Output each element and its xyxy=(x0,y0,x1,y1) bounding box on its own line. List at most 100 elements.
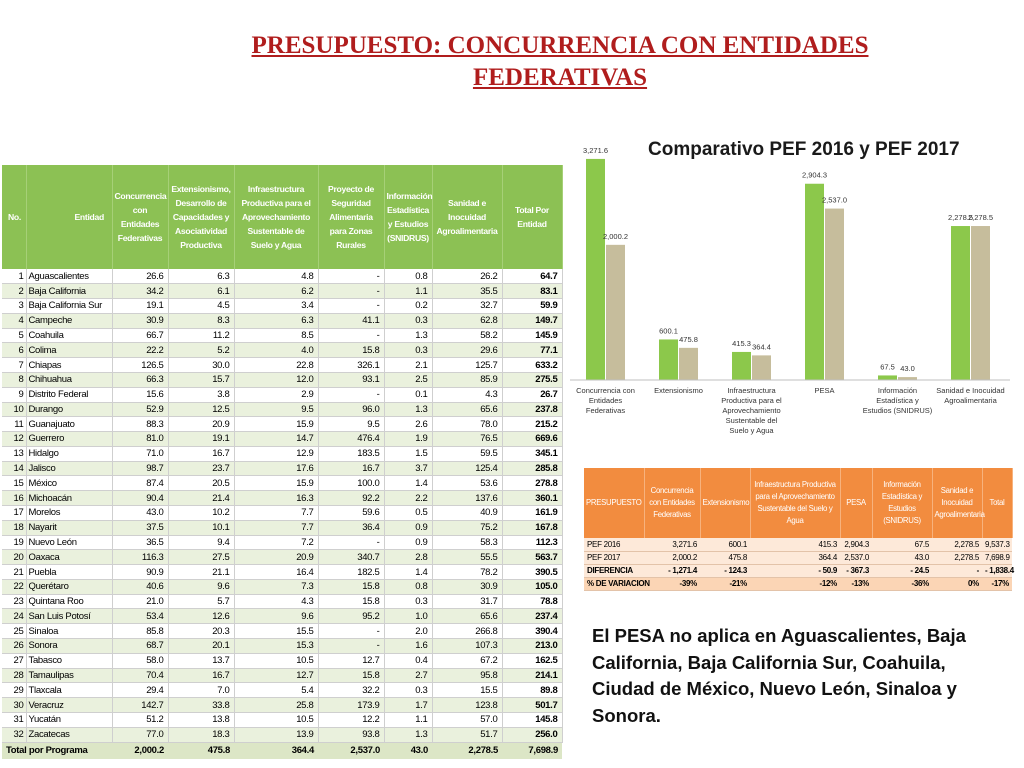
cell-concurrencia: 51.2 xyxy=(112,712,169,728)
summary-cell: 0% xyxy=(932,577,982,591)
cell-total: 275.5 xyxy=(502,372,563,388)
cell-no: 24 xyxy=(2,608,27,625)
cell-extensionismo: 12.6 xyxy=(168,608,235,625)
cell-pesa: - xyxy=(318,298,385,314)
summary-cell: - 1,838.4 xyxy=(982,564,1014,578)
category-label: Infraestructura Productiva para el Aprovec… xyxy=(721,386,782,435)
summary-cell: -17% xyxy=(982,577,1012,591)
state-table-row: 14 Jalisco 98.7 23.7 17.6 16.7 3.7 125.4 285.8 xyxy=(2,461,563,477)
summary-cell: -39% xyxy=(644,577,700,591)
chart-bar xyxy=(878,375,897,380)
summary-cell: - 1,271.4 xyxy=(644,564,700,578)
cell-sanidad: 137.6 xyxy=(432,490,503,506)
cell-concurrencia: 37.5 xyxy=(112,520,169,536)
cell-total: 145.9 xyxy=(502,328,563,344)
cell-infraestructura: 4.0 xyxy=(234,342,319,359)
cell-sanidad: 65.6 xyxy=(432,608,503,625)
bar-data-label: 2,537.0 xyxy=(822,196,847,205)
state-table-body: 1 Aguascalientes 26.6 6.3 4.8-0.8 26.2 64.7 2 Ba… xyxy=(2,269,563,743)
cell-pesa: 183.5 xyxy=(318,446,385,462)
cell-no: 19 xyxy=(2,535,27,551)
cell-no: 22 xyxy=(2,579,27,595)
cell-snidrus: 1.0 xyxy=(384,608,433,625)
state-table-row: 18 Nayarit 37.5 10.1 7.7 36.4 0.9 75.2 167.8 xyxy=(2,520,563,536)
cell-snidrus: 0.3 xyxy=(384,594,433,610)
cell-sanidad: 55.5 xyxy=(432,549,503,566)
cell-no: 20 xyxy=(2,549,27,566)
summary-row-label: DIFERENCIA xyxy=(584,564,644,578)
summary-cell: 67.5 xyxy=(872,538,932,552)
summary-row-label: PEF 2017 xyxy=(584,551,644,565)
cell-no: 1 xyxy=(2,269,27,285)
cell-entidad: Quintana Roo xyxy=(26,594,113,610)
cell-snidrus: 2.6 xyxy=(384,416,433,433)
chart-bar xyxy=(971,226,990,380)
cell-entidad: Sinaloa xyxy=(26,623,113,640)
state-table-row: 31 Yucatán 51.2 13.8 10.5 12.2 1.1 57.0 145.8 xyxy=(2,712,563,728)
summary-header-cell: Extensionismo xyxy=(700,468,751,538)
cell-extensionismo: 16.7 xyxy=(168,668,235,684)
summary-row: % DE VARIACION -39% -21% -12% -13% -36% 0% -17% xyxy=(584,577,1012,591)
cell-total: 215.2 xyxy=(502,416,563,433)
cell-snidrus: 0.4 xyxy=(384,653,433,669)
state-budget-table-wrap: No. Entidad Concurrencia con Entidades F… xyxy=(2,165,563,759)
summary-cell: 2,904.3 xyxy=(840,538,872,552)
cell-sanidad: 67.2 xyxy=(432,653,503,669)
state-table-row: 7 Chiapas 126.5 30.0 22.8 326.1 2.1 125.7 633.2 xyxy=(2,357,563,373)
header-pesa: Proyecto de Seguridad Alimentaria para Z… xyxy=(318,165,385,269)
cell-snidrus: 0.1 xyxy=(384,387,433,403)
cell-extensionismo: 18.3 xyxy=(168,727,235,743)
summary-cell: - 50.9 xyxy=(750,564,840,578)
cell-snidrus: 1.3 xyxy=(384,328,433,344)
cell-pesa: - xyxy=(318,328,385,344)
cell-concurrencia: 90.4 xyxy=(112,490,169,506)
cell-extensionismo: 23.7 xyxy=(168,461,235,477)
cell-infraestructura: 7.7 xyxy=(234,505,319,521)
cell-pesa: 100.0 xyxy=(318,475,385,492)
cell-concurrencia: 66.3 xyxy=(112,372,169,388)
cell-pesa: - xyxy=(318,638,385,654)
summary-header-cell: Infraestructura Productiva para el Aprov… xyxy=(750,468,841,538)
state-table-row: 2 Baja California 34.2 6.1 6.2-1.1 35.5 83.1 xyxy=(2,283,563,300)
cell-sanidad: 29.6 xyxy=(432,342,503,359)
chart-bar xyxy=(752,355,771,380)
cell-concurrencia: 52.9 xyxy=(112,402,169,418)
summary-table: PRESUPUESTO Concurrencia con Entidades Fe… xyxy=(584,468,1014,591)
category-label: Sanidad e Inocuidad Agroalimentaria xyxy=(936,386,1004,405)
cell-no: 4 xyxy=(2,313,27,329)
cell-pesa: 173.9 xyxy=(318,697,385,713)
cell-snidrus: 2.5 xyxy=(384,372,433,388)
cell-concurrencia: 53.4 xyxy=(112,608,169,625)
header-sanidad: Sanidad e Inocuidad Agroalimentaria xyxy=(432,165,503,269)
state-table-row: 16 Michoacán 90.4 21.4 16.3 92.2 2.2 137.6 360.1 xyxy=(2,490,563,506)
cell-infraestructura: 14.7 xyxy=(234,431,319,447)
summary-cell: - 124.3 xyxy=(700,564,750,578)
header-concurrencia: Concurrencia con Entidades Federativas xyxy=(112,165,169,269)
cell-snidrus: 0.8 xyxy=(384,269,433,285)
cell-snidrus: 2.0 xyxy=(384,623,433,640)
state-table-row: 17 Morelos 43.0 10.2 7.7 59.6 0.5 40.9 161.9 xyxy=(2,505,563,521)
cell-extensionismo: 9.4 xyxy=(168,535,235,551)
cell-no: 11 xyxy=(2,416,27,433)
bar-data-label: 2,278.5 xyxy=(948,213,973,222)
summary-header-cell: Concurrencia con Entidades Federativas xyxy=(644,468,701,538)
summary-cell: -12% xyxy=(750,577,840,591)
cell-infraestructura: 7.7 xyxy=(234,520,319,536)
cell-sanidad: 32.7 xyxy=(432,298,503,314)
cell-concurrencia: 58.0 xyxy=(112,653,169,669)
bar-data-label: 475.8 xyxy=(679,335,698,344)
cell-entidad: Coahuila xyxy=(26,328,113,344)
summary-cell: 3,271.6 xyxy=(644,538,700,552)
cell-sanidad: 125.4 xyxy=(432,461,503,477)
cell-entidad: Baja California Sur xyxy=(26,298,113,314)
state-table-row: 11 Guanajuato 88.3 20.9 15.9 9.5 2.6 78.0 215.2 xyxy=(2,416,563,433)
state-table-row: 3 Baja California Sur 19.1 4.5 3.4-0.2 32.7 59… xyxy=(2,298,563,314)
state-table-row: 26 Sonora 68.7 20.1 15.3-1.6 107.3 213.0 xyxy=(2,638,563,654)
cell-concurrencia: 98.7 xyxy=(112,461,169,477)
cell-sanidad: 57.0 xyxy=(432,712,503,728)
cell-extensionismo: 4.5 xyxy=(168,298,235,314)
state-table-row: 20 Oaxaca 116.3 27.5 20.9 340.7 2.8 55.5 563.7 xyxy=(2,549,563,566)
total-snidrus: 43.0 xyxy=(384,741,432,759)
cell-snidrus: 2.8 xyxy=(384,549,433,566)
cell-infraestructura: 2.9 xyxy=(234,387,319,403)
